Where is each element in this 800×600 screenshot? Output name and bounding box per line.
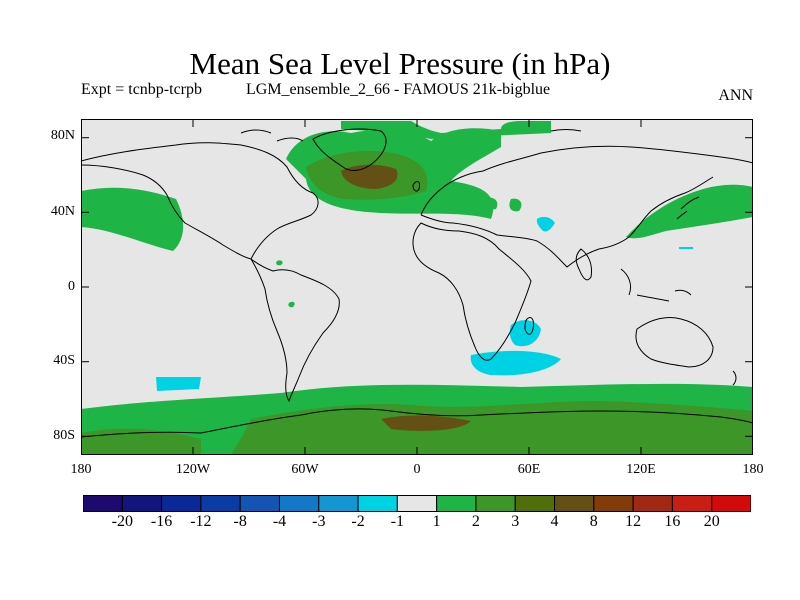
- colorbar-swatch: [357, 495, 398, 512]
- colorbar-tick-label: 12: [625, 513, 642, 530]
- lon-label-120w: 120W: [175, 462, 211, 477]
- colorbar-swatch: [161, 495, 202, 512]
- map-panel: [81, 119, 753, 455]
- lat-label-40s: 40S: [53, 353, 75, 368]
- colorbar-swatch: [514, 495, 556, 512]
- lon-label-180w: 180: [70, 462, 92, 477]
- colorbar-swatch: [632, 495, 673, 512]
- colorbar-tick-label: 4: [550, 513, 559, 530]
- season-label: ANN: [718, 87, 753, 104]
- colorbar-swatch: [593, 495, 634, 512]
- colorbar-swatch: [475, 495, 516, 512]
- colorbar-tick-label: 16: [664, 513, 681, 530]
- colorbar-tick-label: -20: [111, 513, 133, 530]
- coastlines: [81, 128, 753, 438]
- colorbar-swatch: [396, 495, 438, 512]
- colorbar-tick-label: -8: [233, 513, 247, 530]
- experiment-label: Expt = tcnbp-tcrpb: [81, 81, 202, 98]
- colorbar: [83, 495, 751, 512]
- ensemble-label: LGM_ensemble_2_66 - FAMOUS 21k-bigblue: [246, 81, 551, 98]
- colorbar-tick-label: -3: [312, 513, 326, 530]
- colorbar-tick-label: -4: [272, 513, 287, 530]
- colorbar-swatch: [239, 495, 280, 512]
- colorbar-swatch: [200, 495, 241, 512]
- map-plot: [81, 119, 753, 455]
- lat-label-80s: 80S: [53, 428, 75, 443]
- colorbar-swatch: [554, 495, 595, 512]
- colorbar-tick-label: -12: [190, 513, 212, 530]
- map-title: Mean Sea Level Pressure (in hPa): [189, 46, 611, 81]
- lon-label-60e: 60E: [517, 462, 541, 477]
- colorbar-swatch: [278, 495, 320, 512]
- colorbar-tick-label: 8: [589, 513, 598, 530]
- colorbar-swatch: [318, 495, 359, 512]
- lon-label-180e: 180: [742, 462, 764, 477]
- colorbar-tick-label: 2: [471, 513, 480, 530]
- colorbar-swatch: [711, 495, 751, 512]
- lon-label-60w: 60W: [291, 462, 319, 477]
- colorbar-swatch: [671, 495, 713, 512]
- colorbar-swatch: [121, 495, 163, 512]
- map-frame: [81, 119, 753, 455]
- lat-label-80n: 80N: [50, 128, 75, 143]
- lat-label-40n: 40N: [50, 204, 75, 219]
- lon-label-0: 0: [413, 462, 421, 477]
- colorbar-tick-label: 20: [703, 513, 720, 530]
- colorbar-tick-label: -16: [150, 513, 173, 530]
- colorbar-swatch: [436, 495, 477, 512]
- colorbar-tick-label: 3: [511, 513, 520, 530]
- lat-label-0: 0: [68, 279, 75, 294]
- colorbar-tick-label: 1: [432, 513, 441, 530]
- lon-label-120e: 120E: [626, 462, 656, 477]
- colorbar-tick-label: -1: [390, 513, 405, 530]
- colorbar-tick-label: -2: [351, 513, 365, 530]
- colorbar-swatch: [83, 495, 123, 512]
